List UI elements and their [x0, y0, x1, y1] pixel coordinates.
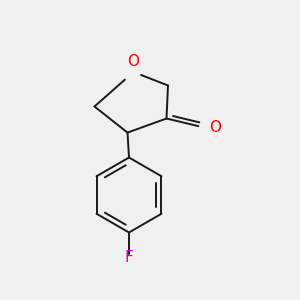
Text: F: F: [124, 250, 134, 266]
Text: O: O: [128, 54, 140, 69]
Text: O: O: [209, 120, 221, 135]
